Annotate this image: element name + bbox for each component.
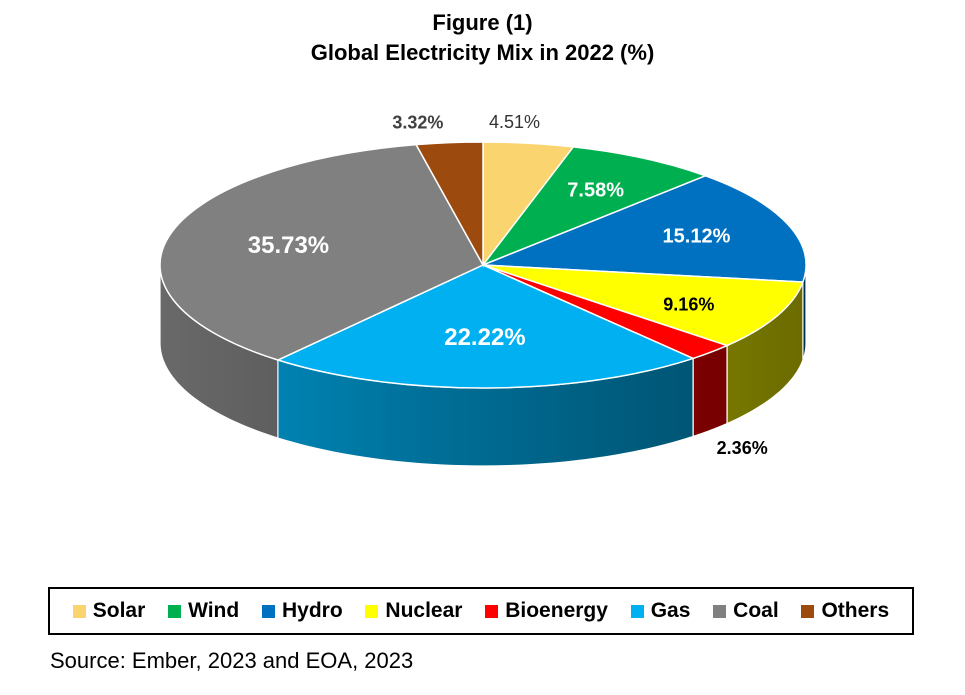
- pie-side-bioenergy: [692, 344, 728, 438]
- pie-slice-others: [414, 141, 484, 268]
- legend-item-solar: Solar: [72, 599, 146, 623]
- data-label-solar: 4.51%: [489, 112, 540, 132]
- pie-slice-wind: [480, 146, 708, 267]
- data-label-others: 3.32%: [392, 113, 443, 133]
- legend-label-nuclear: Nuclear: [385, 599, 463, 622]
- legend-item-nuclear: Nuclear: [365, 599, 462, 623]
- legend-swatch-bioenergy: [485, 604, 499, 618]
- legend-item-gas: Gas: [630, 599, 691, 623]
- pie-data-labels: 4.51% 7.58% 15.12% 9.16% 2.36% 22.22% 35.73% 3.…: [248, 112, 768, 458]
- legend-label-bioenergy: Bioenergy: [505, 599, 608, 622]
- data-label-nuclear: 9.16%: [663, 295, 714, 315]
- legend-swatch-others: [801, 604, 815, 618]
- legend-label-wind: Wind: [188, 599, 240, 622]
- legend-swatch-coal: [713, 604, 727, 618]
- legend-swatch-gas: [630, 604, 644, 618]
- source-note: Source: Ember, 2023 and EOA, 2023: [50, 648, 414, 673]
- legend-item-coal: Coal: [713, 599, 779, 623]
- legend-label-hydro: Hydro: [281, 599, 343, 622]
- legend-swatch-wind: [168, 604, 182, 618]
- legend-label-coal: Coal: [733, 599, 779, 622]
- legend-item-others: Others: [801, 599, 889, 623]
- pie-chart: 4.51% 7.58% 15.12% 9.16% 2.36% 22.22% 35.73% 3.…: [159, 112, 807, 467]
- pie-slice-coal: [159, 143, 485, 361]
- legend-item-bioenergy: Bioenergy: [485, 599, 608, 623]
- legend-swatch-nuclear: [365, 604, 379, 618]
- legend-item-wind: Wind: [168, 599, 239, 623]
- legend-swatch-solar: [72, 604, 86, 618]
- data-label-wind: 7.58%: [567, 179, 624, 201]
- data-label-hydro: 15.12%: [663, 226, 731, 248]
- pie-slice-nuclear: [482, 264, 804, 347]
- data-label-bioenergy: 2.36%: [717, 438, 768, 458]
- legend-label-others: Others: [821, 599, 890, 622]
- legend-label-gas: Gas: [650, 599, 691, 622]
- legend: Solar Wind Hydro Nuclear Bioenergy Gas Coal Oth…: [48, 587, 914, 635]
- pie-slices: [159, 141, 807, 389]
- legend-label-solar: Solar: [92, 599, 146, 622]
- data-label-gas: 22.22%: [444, 324, 525, 351]
- legend-swatch-hydro: [261, 604, 275, 618]
- figure-title: Global Electricity Mix in 2022 (%): [310, 40, 655, 65]
- legend-item-hydro: Hydro: [261, 599, 343, 623]
- pie-slice-hydro: [482, 175, 807, 283]
- chart-title: Figure (1) Global Electricity Mix in 202…: [0, 8, 965, 68]
- pie-slice-gas: [275, 264, 696, 389]
- figure-number: Figure (1): [432, 10, 533, 35]
- data-label-coal: 35.73%: [248, 232, 329, 259]
